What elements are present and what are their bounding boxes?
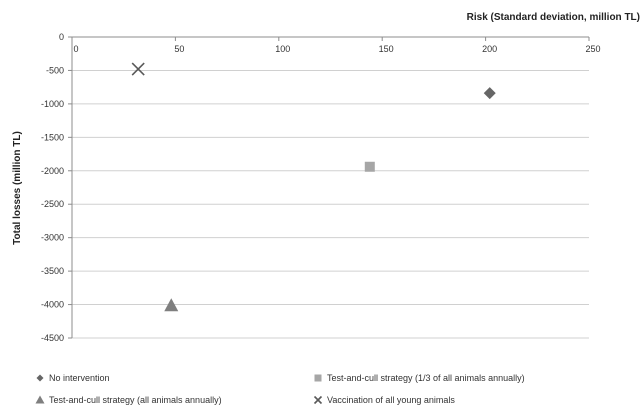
y-tick-label-7: -3500 <box>41 266 64 276</box>
data-point-3-0 <box>131 62 145 76</box>
y-tick-label-9: -4500 <box>41 333 64 343</box>
x-tick-label-4: 200 <box>482 44 497 54</box>
y-tick-labels: 0 -500 -1000 -1500 -2000 -2500 -3000 -3500 -4000… <box>41 32 64 343</box>
y-tick-label-6: -3000 <box>41 233 64 243</box>
legend-label-3: Vaccination of all young animals <box>327 395 455 405</box>
legend-label-0: No intervention <box>49 373 110 383</box>
y-tick-label-1: -500 <box>46 65 64 75</box>
y-tick-label-4: -2000 <box>41 166 64 176</box>
y-tick-label-2: -1000 <box>41 99 64 109</box>
y-tick-label-5: -2500 <box>41 199 64 209</box>
legend-marker-1 <box>314 374 322 382</box>
data-point-0-0 <box>483 87 496 100</box>
data-point-2-0 <box>164 298 179 312</box>
data-points <box>131 62 496 312</box>
x-tick-label-5: 250 <box>585 44 600 54</box>
legend-marker-0 <box>36 374 44 382</box>
grid-lines <box>72 69 589 339</box>
legend-label-1: Test-and-cull strategy (1/3 of all anima… <box>327 373 525 383</box>
y-tick-label-8: -4000 <box>41 300 64 310</box>
x-tick-label-3: 150 <box>379 44 394 54</box>
data-point-1-0 <box>364 161 375 172</box>
legend-label-2: Test-and-cull strategy (all animals annu… <box>49 395 222 405</box>
x-tick-labels: 0 50 100 150 200 250 <box>73 44 600 54</box>
x-tick-label-1: 50 <box>174 44 184 54</box>
legend-marker-2 <box>35 395 45 404</box>
x-tick-label-2: 100 <box>275 44 290 54</box>
x-axis-title: Risk (Standard deviation, million TL) <box>467 12 640 23</box>
axes <box>68 36 590 339</box>
y-tick-label-3: -1500 <box>41 132 64 142</box>
y-tick-label-0: 0 <box>59 32 64 42</box>
legend-marker-3 <box>313 395 323 405</box>
legend: No intervention Test-and-cull strategy (1… <box>35 373 525 405</box>
y-axis-title: Total losses (million TL) <box>12 131 23 245</box>
x-tick-label-0: 0 <box>73 44 78 54</box>
